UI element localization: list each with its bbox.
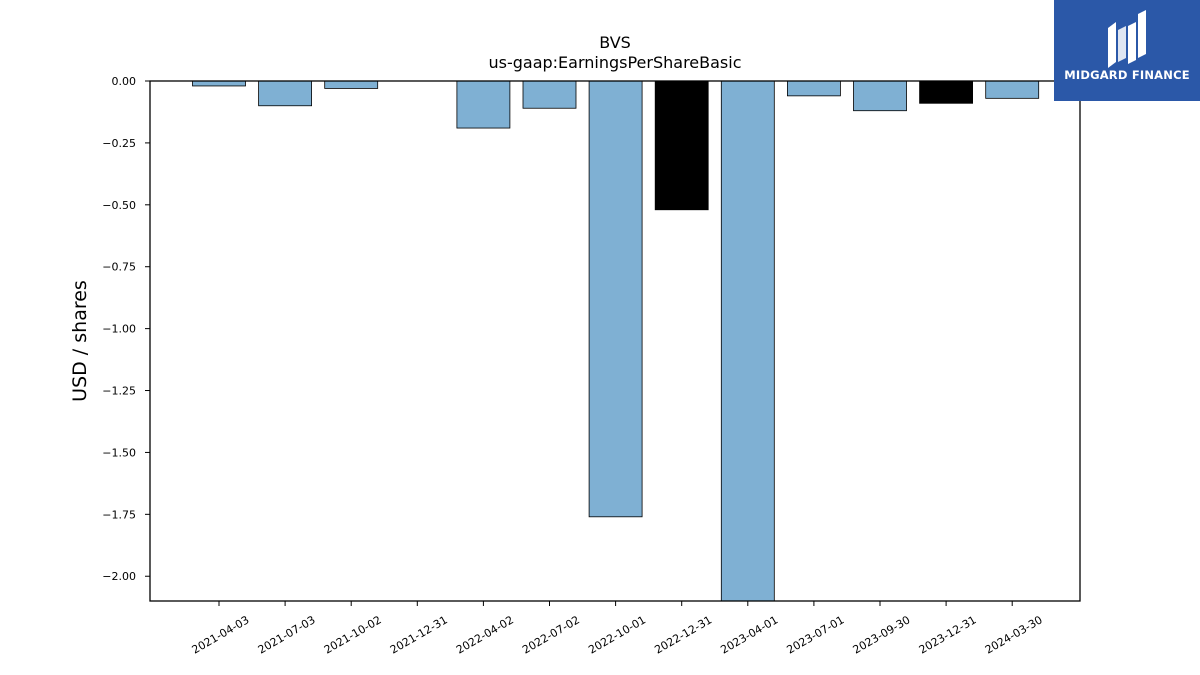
y-tick-label: 0.00 <box>112 75 137 88</box>
chart-subtitle: us-gaap:EarningsPerShareBasic <box>488 53 741 72</box>
bar-2022-12-31 <box>654 80 709 211</box>
plot-frame <box>149 80 1081 602</box>
brand-logo: MIDGARD FINANCE <box>1054 0 1200 101</box>
midgard-logo-icon <box>1108 10 1146 68</box>
x-tick-label: 2024-03-30 <box>983 613 1045 656</box>
bar-2021-04-03 <box>192 80 246 87</box>
bar-2021-10-02 <box>324 80 379 89</box>
y-axis-label: USD / shares <box>69 280 91 402</box>
bar-2023-04-01 <box>720 80 775 602</box>
x-tick-label: 2023-12-31 <box>917 613 979 656</box>
x-tick-label: 2022-07-02 <box>520 613 582 656</box>
x-tick-label: 2021-07-03 <box>256 613 318 656</box>
bar-2021-07-03 <box>258 80 313 107</box>
y-tick-label: −1.75 <box>102 508 136 521</box>
y-tick-label: −1.00 <box>102 323 136 336</box>
x-tick-label: 2022-10-01 <box>586 613 648 656</box>
x-tick-label: 2023-04-01 <box>718 613 780 656</box>
y-ticks: 0.00 −0.25 −0.50 −0.75 −1.00 −1.25 −1.50 −1.75 −… <box>102 75 150 583</box>
bars-group <box>192 80 1040 602</box>
x-ticks: 2021-04-03 2021-07-03 2021-10-02 2021-12-31… <box>190 601 1045 657</box>
chart-title: BVS <box>599 33 631 52</box>
x-tick-label: 2021-10-02 <box>322 613 384 656</box>
y-tick-label: −0.25 <box>102 137 136 150</box>
y-tick-label: −1.50 <box>102 446 136 459</box>
bar-2023-07-01 <box>787 80 841 97</box>
x-tick-label: 2021-12-31 <box>388 613 450 656</box>
y-tick-label: −1.25 <box>102 385 136 398</box>
bar-2022-10-01 <box>588 80 643 518</box>
x-tick-label: 2022-04-02 <box>454 613 516 656</box>
x-tick-label: 2022-12-31 <box>652 613 714 656</box>
logo-text: MIDGARD FINANCE <box>1064 68 1190 82</box>
bar-2022-04-02 <box>456 80 511 129</box>
y-tick-label: −0.50 <box>102 199 136 212</box>
x-tick-label: 2023-07-01 <box>785 613 847 656</box>
bar-2022-07-02 <box>522 80 577 109</box>
bar-2023-12-31 <box>919 80 973 104</box>
x-tick-label: 2021-04-03 <box>190 613 252 656</box>
y-tick-label: −2.00 <box>102 570 136 583</box>
y-tick-label: −0.75 <box>102 261 136 274</box>
x-tick-label: 2023-09-30 <box>851 613 913 656</box>
bar-2024-03-30 <box>985 80 1040 99</box>
bar-2023-09-30 <box>853 80 907 112</box>
